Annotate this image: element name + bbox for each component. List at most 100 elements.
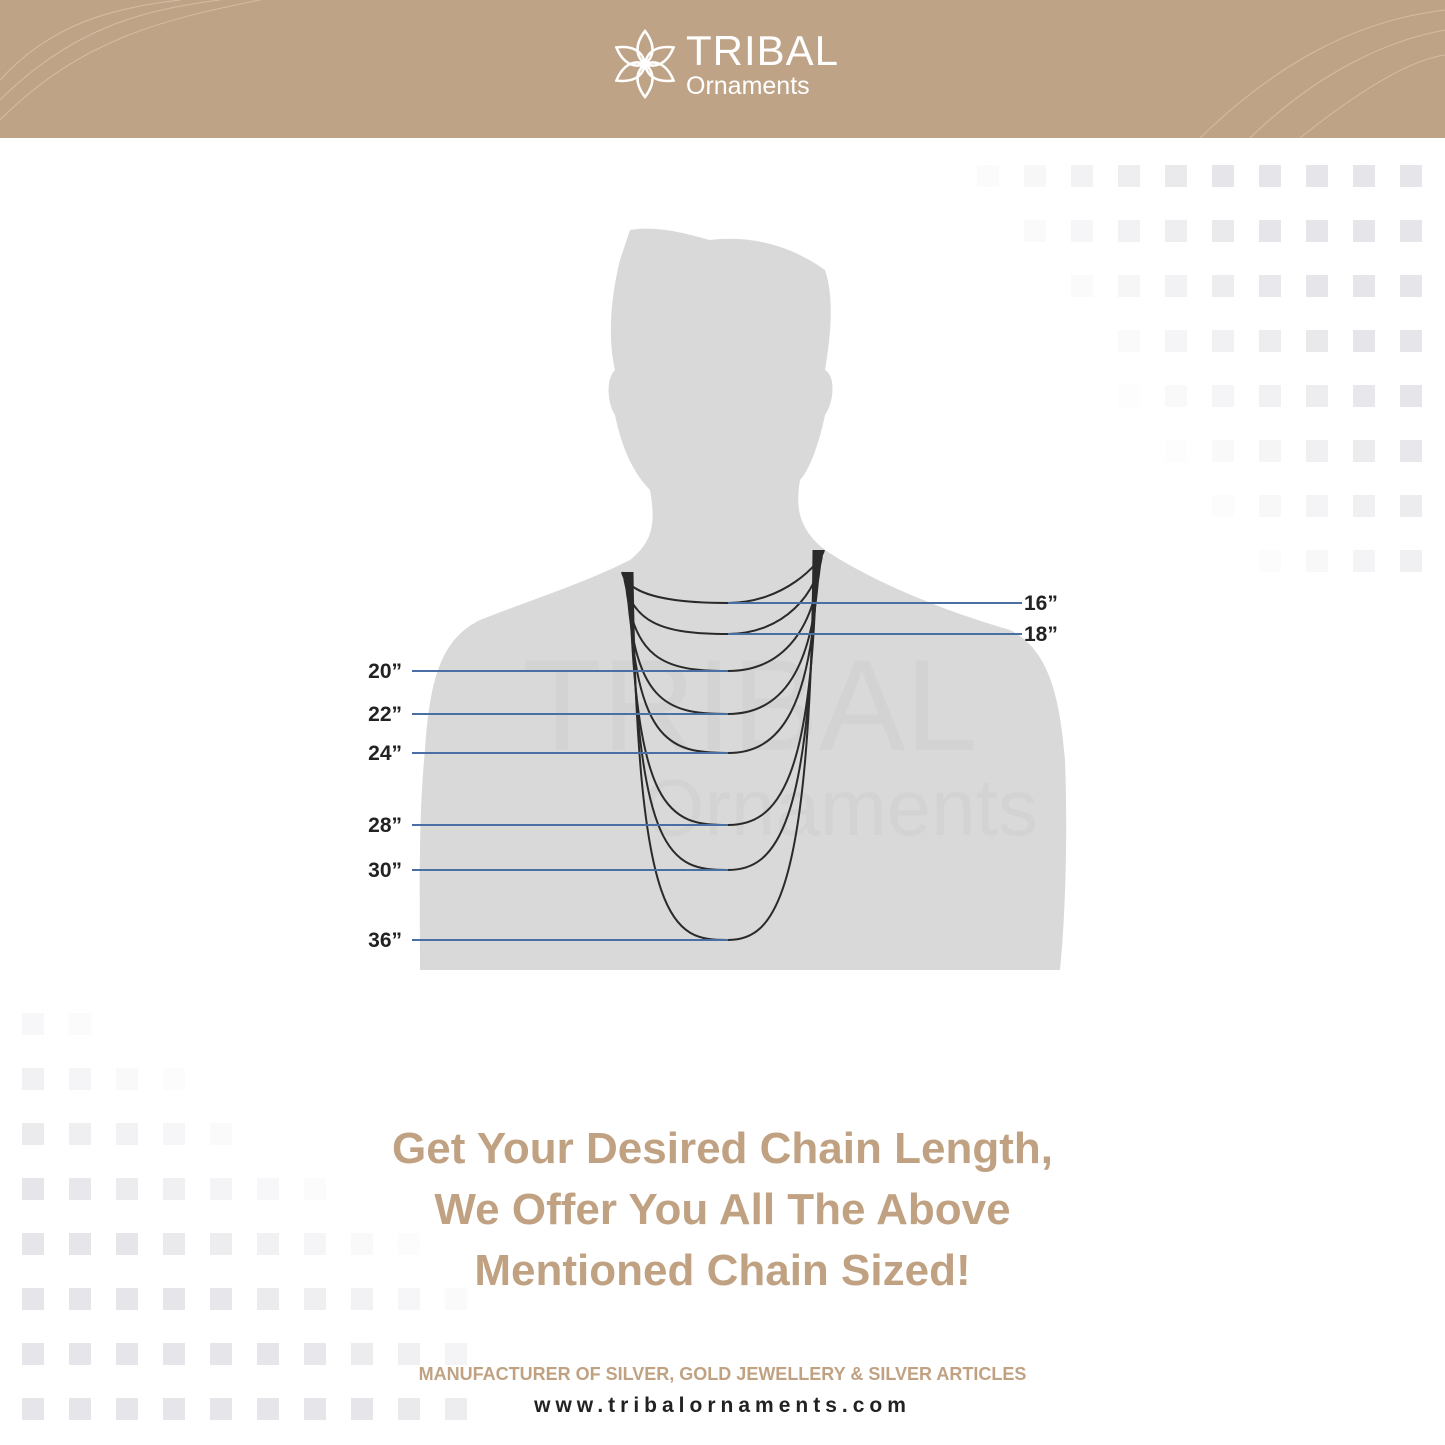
dot [1259, 220, 1281, 242]
dot [1118, 165, 1140, 187]
dot [22, 1123, 44, 1145]
chain-length-label: 16” [1024, 592, 1058, 615]
chain-length-label: 36” [368, 929, 402, 952]
flower-logo-icon [614, 28, 676, 100]
dot [69, 1178, 91, 1200]
dot [1212, 495, 1234, 517]
dot [1306, 550, 1328, 572]
chain-length-label: 28” [368, 814, 402, 837]
dot [22, 1068, 44, 1090]
dot [1259, 385, 1281, 407]
dot [116, 1068, 138, 1090]
dot [1165, 385, 1187, 407]
dot [163, 1123, 185, 1145]
tagline: MANUFACTURER OF SILVER, GOLD JEWELLERY &… [418, 1364, 1027, 1384]
dot [1259, 165, 1281, 187]
dot [69, 1068, 91, 1090]
dot [257, 1233, 279, 1255]
dot [1212, 440, 1234, 462]
dot [1306, 440, 1328, 462]
dot [163, 1068, 185, 1090]
dot [116, 1123, 138, 1145]
dot [1306, 330, 1328, 352]
watermark-sub: Ornaments [642, 763, 1038, 852]
dot [1071, 275, 1093, 297]
dot [1165, 165, 1187, 187]
dot [116, 1178, 138, 1200]
dot [210, 1288, 232, 1310]
dot [69, 1343, 91, 1365]
dot [445, 1398, 467, 1420]
dot [1400, 220, 1422, 242]
dot [1353, 330, 1375, 352]
dot [1306, 220, 1328, 242]
header-banner: TRIBAL Ornaments [0, 0, 1445, 138]
dot [22, 1343, 44, 1365]
dot [398, 1288, 420, 1310]
person-silhouette [419, 228, 1067, 971]
dot [1353, 385, 1375, 407]
dot [1400, 495, 1422, 517]
headline-line-3: Mentioned Chain Sized! [474, 1246, 971, 1295]
brand-logo: TRIBAL Ornaments [612, 28, 839, 100]
dot [1306, 275, 1328, 297]
dot [116, 1288, 138, 1310]
dot [351, 1398, 373, 1420]
dot [304, 1178, 326, 1200]
chain-length-label: 24” [368, 742, 402, 765]
dot [304, 1398, 326, 1420]
chain-length-label: 30” [368, 859, 402, 882]
dot [1259, 330, 1281, 352]
headline-line-1: Get Your Desired Chain Length, [392, 1124, 1053, 1173]
dot [1353, 165, 1375, 187]
dot [1165, 330, 1187, 352]
website-link[interactable]: www.tribalornaments.com [534, 1394, 911, 1417]
dot [1165, 220, 1187, 242]
dot [116, 1233, 138, 1255]
dot [69, 1398, 91, 1420]
dot [304, 1288, 326, 1310]
dot [1306, 385, 1328, 407]
dot [22, 1233, 44, 1255]
dot [210, 1178, 232, 1200]
dot [69, 1233, 91, 1255]
dot [210, 1398, 232, 1420]
dot [257, 1288, 279, 1310]
dot [163, 1233, 185, 1255]
dot [210, 1123, 232, 1145]
dot [22, 1013, 44, 1035]
dot [1024, 165, 1046, 187]
brand-name: TRIBAL [686, 26, 840, 74]
dot [69, 1013, 91, 1035]
dot [977, 165, 999, 187]
dot [163, 1343, 185, 1365]
dot [69, 1288, 91, 1310]
dot [257, 1178, 279, 1200]
dot [1400, 440, 1422, 462]
dot [398, 1233, 420, 1255]
dot [1212, 275, 1234, 297]
dot [1400, 385, 1422, 407]
dot [1118, 220, 1140, 242]
dot [1353, 550, 1375, 572]
dot [1306, 495, 1328, 517]
chain-length-label: 18” [1024, 623, 1058, 646]
dot [1353, 440, 1375, 462]
dot [1400, 550, 1422, 572]
watermark: TRIBAL [522, 632, 977, 778]
dot [1259, 440, 1281, 462]
dot [398, 1398, 420, 1420]
dot [304, 1343, 326, 1365]
dot [1400, 275, 1422, 297]
dot [210, 1233, 232, 1255]
dot [116, 1398, 138, 1420]
dot [257, 1398, 279, 1420]
dot [22, 1398, 44, 1420]
brand-subtitle: Ornaments [686, 71, 810, 100]
dot [1024, 220, 1046, 242]
dot [1400, 330, 1422, 352]
dot [351, 1233, 373, 1255]
dot [1165, 275, 1187, 297]
dot [304, 1233, 326, 1255]
dot [1353, 220, 1375, 242]
